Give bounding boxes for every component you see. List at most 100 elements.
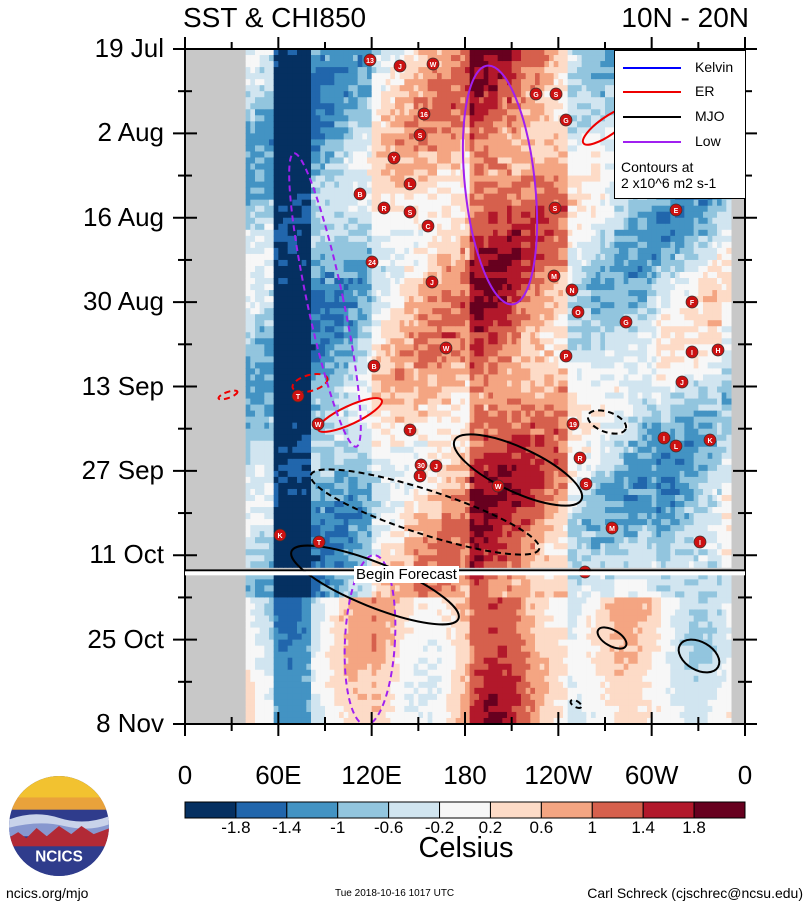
sst-cell	[329, 229, 335, 237]
sst-cell	[273, 470, 279, 478]
sst-cell	[423, 199, 429, 207]
sst-cell	[395, 392, 401, 400]
sst-cell	[418, 717, 424, 724]
sst-cell	[301, 717, 307, 724]
sst-cell	[390, 163, 396, 171]
sst-cell	[292, 561, 298, 568]
sst-cell	[441, 139, 447, 146]
sst-cell	[245, 259, 251, 267]
sst-cell	[418, 501, 424, 508]
sst-cell	[390, 374, 396, 381]
sst-cell	[269, 549, 275, 556]
sst-cell	[283, 549, 289, 556]
sst-cell	[432, 73, 438, 80]
sst-cell	[367, 265, 373, 273]
sst-cell	[423, 326, 429, 333]
sst-cell	[245, 265, 251, 273]
sst-cell	[278, 446, 284, 454]
sst-cell	[334, 199, 340, 207]
sst-cell	[362, 597, 368, 604]
sst-cell	[348, 145, 354, 152]
sst-cell	[399, 332, 405, 339]
sst-cell	[292, 501, 298, 508]
sst-cell	[390, 452, 396, 460]
sst-cell	[399, 121, 405, 128]
sst-cell	[325, 223, 331, 231]
sst-cell	[357, 139, 363, 146]
sst-cell	[376, 380, 382, 387]
sst-cell	[269, 61, 275, 68]
sst-cell	[287, 103, 293, 110]
sst-cell	[381, 362, 387, 369]
sst-cell	[297, 121, 303, 128]
sst-cell	[311, 145, 317, 152]
sst-cell	[427, 645, 433, 653]
sst-cell	[446, 223, 452, 231]
sst-cell	[269, 531, 275, 538]
sst-cell	[259, 151, 265, 158]
sst-cell	[325, 585, 331, 592]
sst-cell	[362, 133, 368, 140]
sst-cell	[269, 537, 275, 544]
sst-cell	[301, 163, 307, 171]
sst-cell	[381, 446, 387, 454]
sst-cell	[306, 145, 312, 152]
sst-cell	[381, 55, 387, 62]
sst-cell	[427, 247, 433, 255]
sst-cell	[409, 687, 415, 695]
sst-cell	[362, 229, 368, 237]
sst-cell	[446, 91, 452, 98]
sst-cell	[446, 308, 452, 315]
sst-cell	[315, 290, 321, 297]
sst-cell	[255, 386, 261, 394]
sst-cell	[273, 537, 279, 544]
sst-cell	[357, 507, 363, 514]
sst-cell	[245, 284, 251, 291]
sst-cell	[245, 428, 251, 436]
sst-cell	[320, 705, 326, 713]
sst-cell	[409, 645, 415, 653]
sst-cell	[264, 223, 270, 231]
sst-cell	[250, 434, 256, 442]
sst-cell	[381, 440, 387, 448]
sst-cell	[320, 73, 326, 80]
sst-cell	[432, 633, 438, 641]
sst-cell	[287, 217, 293, 225]
sst-cell	[353, 217, 359, 225]
sst-cell	[334, 187, 340, 195]
sst-cell	[339, 163, 345, 171]
sst-cell	[250, 229, 256, 237]
sst-cell	[329, 422, 335, 430]
sst-cell	[329, 356, 335, 363]
sst-cell	[320, 133, 326, 140]
sst-cell	[404, 561, 410, 568]
sst-cell	[390, 302, 396, 309]
sst-cell	[306, 368, 312, 375]
sst-cell	[320, 561, 326, 568]
sst-cell	[325, 241, 331, 249]
sst-cell	[301, 422, 307, 430]
sst-cell	[413, 115, 419, 122]
sst-cell	[245, 205, 251, 213]
sst-cell	[390, 61, 396, 68]
sst-cell	[413, 446, 419, 454]
sst-cell	[292, 651, 298, 659]
sst-cell	[343, 181, 349, 189]
sst-cell	[437, 494, 443, 502]
sst-cell	[362, 398, 368, 406]
sst-cell	[311, 241, 317, 249]
sst-cell	[451, 97, 457, 104]
sst-cell	[325, 458, 331, 466]
sst-cell	[283, 561, 289, 568]
sst-cell	[390, 380, 396, 387]
sst-cell	[264, 145, 270, 152]
sst-cell	[273, 705, 279, 713]
sst-cell	[306, 669, 312, 677]
sst-cell	[441, 543, 447, 550]
sst-cell	[273, 241, 279, 249]
sst-cell	[339, 482, 345, 490]
sst-cell	[367, 235, 373, 243]
sst-cell	[385, 711, 391, 719]
sst-cell	[255, 235, 261, 243]
sst-cell	[423, 338, 429, 345]
